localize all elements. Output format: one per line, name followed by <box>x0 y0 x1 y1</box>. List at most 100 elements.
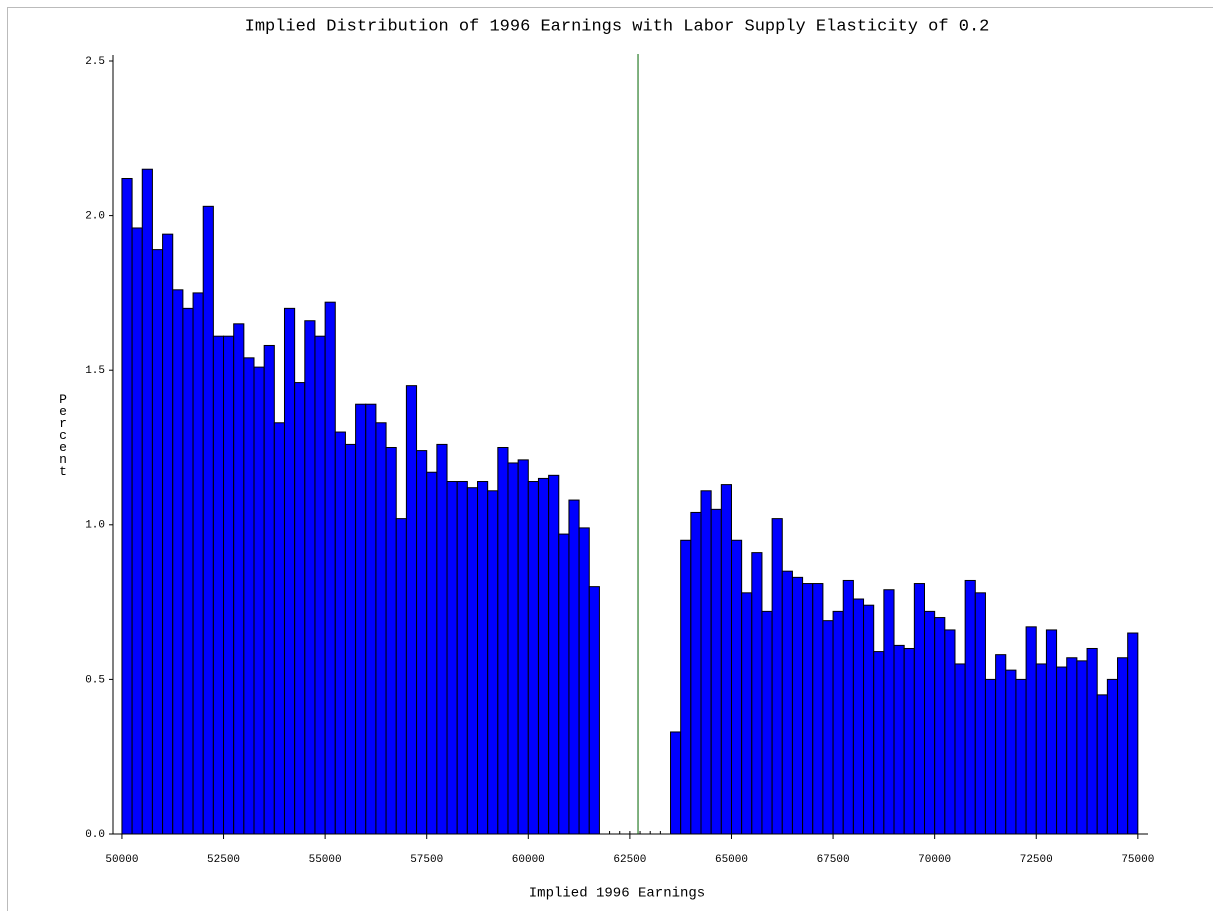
bar <box>283 307 296 835</box>
x-tick-label: 72500 <box>1020 854 1053 866</box>
bar <box>974 592 986 835</box>
bar <box>151 249 164 835</box>
x-tick-label: 52500 <box>207 854 240 866</box>
x-tick-label: 55000 <box>309 854 342 866</box>
bar <box>385 447 397 835</box>
bar <box>294 382 306 835</box>
bar <box>710 508 722 835</box>
bar <box>903 647 915 835</box>
bar <box>243 357 255 835</box>
bar <box>314 335 326 835</box>
bar <box>497 447 509 835</box>
bar <box>121 177 133 835</box>
bar <box>1066 657 1078 835</box>
bar <box>426 471 438 835</box>
bar <box>344 443 357 835</box>
x-tick-label: 75000 <box>1121 854 1154 866</box>
bar <box>1106 678 1119 835</box>
bar <box>436 443 448 835</box>
bar <box>324 301 336 835</box>
bar <box>924 610 936 835</box>
bar <box>446 481 458 835</box>
bar <box>182 307 194 835</box>
bar <box>395 518 407 835</box>
bar <box>954 663 966 835</box>
bar <box>1127 632 1139 835</box>
y-tick-label: 0.0 <box>85 829 105 841</box>
bar <box>375 422 387 835</box>
bar <box>527 481 539 835</box>
y-tick-label: 0.5 <box>85 674 105 686</box>
bar <box>670 731 682 835</box>
bar <box>873 651 885 835</box>
bar <box>466 487 479 835</box>
bar <box>832 610 844 835</box>
bar <box>761 610 773 835</box>
bar <box>680 539 692 835</box>
y-tick-label: 2.5 <box>85 56 105 68</box>
bar <box>822 620 834 835</box>
bar <box>1086 647 1098 835</box>
bar <box>416 450 428 835</box>
bar <box>253 366 265 835</box>
bar <box>913 583 926 835</box>
bar <box>1076 660 1088 835</box>
bar <box>212 335 225 835</box>
bar <box>568 499 580 835</box>
bar <box>273 422 285 835</box>
bar <box>263 344 275 835</box>
x-tick-label: 50000 <box>105 854 138 866</box>
y-axis-label: Percent <box>56 392 71 476</box>
bar <box>1096 694 1108 835</box>
x-tick-label: 60000 <box>512 854 545 866</box>
bar <box>487 490 499 835</box>
bar <box>1015 678 1027 835</box>
bar <box>304 320 316 835</box>
bar <box>365 403 377 835</box>
bar <box>192 292 204 835</box>
x-tick-label: 65000 <box>715 854 748 866</box>
bar <box>548 474 560 835</box>
bar <box>507 462 519 835</box>
chart-title: Implied Distribution of 1996 Earnings wi… <box>245 17 990 36</box>
bar <box>405 385 418 835</box>
bar <box>517 459 529 835</box>
bar <box>995 654 1007 835</box>
x-axis-label: Implied 1996 Earnings <box>529 886 705 902</box>
bar <box>233 323 245 835</box>
bar <box>802 583 814 835</box>
bar <box>883 589 895 835</box>
bar <box>131 227 143 835</box>
bar <box>588 586 600 835</box>
bar <box>842 579 854 835</box>
bar <box>1035 663 1047 835</box>
bar <box>863 604 875 835</box>
bar <box>172 289 184 835</box>
bar <box>1005 669 1017 835</box>
bar <box>141 168 153 835</box>
bar <box>781 570 793 835</box>
x-tick-label: 67500 <box>817 854 850 866</box>
bar <box>791 576 804 835</box>
x-tick-label: 57500 <box>410 854 443 866</box>
x-tick-label: 70000 <box>918 854 951 866</box>
x-tick-label: 62500 <box>613 854 646 866</box>
bar <box>477 481 489 835</box>
bar <box>202 205 214 835</box>
bar <box>852 598 865 835</box>
bar <box>162 233 174 835</box>
bar <box>1025 626 1037 835</box>
y-tick-label: 1.0 <box>85 520 105 532</box>
bar <box>751 552 763 835</box>
bar <box>1056 666 1068 835</box>
bar <box>893 644 905 835</box>
bar <box>578 527 590 835</box>
y-tick-label: 2.0 <box>85 211 105 223</box>
bar <box>984 678 997 835</box>
bar <box>1045 629 1058 835</box>
bar <box>690 511 702 835</box>
bar <box>720 484 732 835</box>
bar <box>771 518 783 835</box>
bar <box>741 592 753 835</box>
